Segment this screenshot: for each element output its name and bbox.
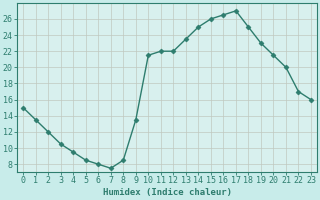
X-axis label: Humidex (Indice chaleur): Humidex (Indice chaleur): [103, 188, 232, 197]
